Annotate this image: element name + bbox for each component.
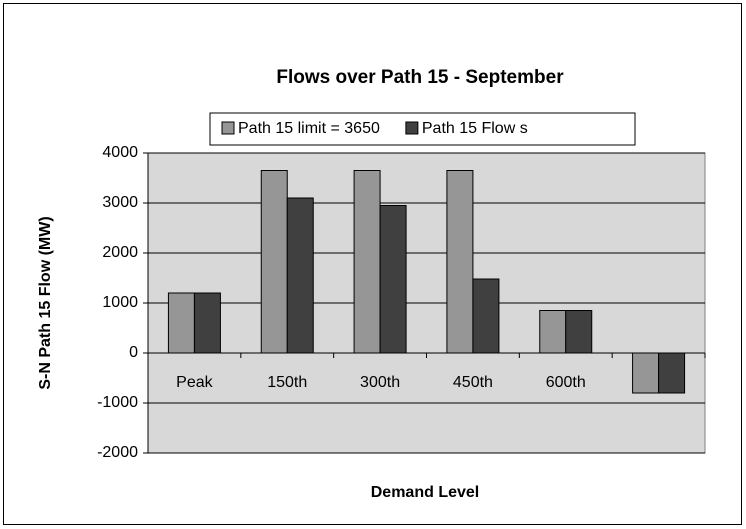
x-tick-label: 300th xyxy=(360,374,400,391)
y-tick-label: -2000 xyxy=(97,444,138,461)
y-tick-label: 2000 xyxy=(102,244,138,261)
bar xyxy=(565,310,593,354)
y-tick-label: 0 xyxy=(129,344,138,361)
bar xyxy=(446,170,474,354)
x-tick-label: 600th xyxy=(546,374,586,391)
y-tick-label: 3000 xyxy=(102,194,138,211)
bar xyxy=(632,352,660,394)
legend-swatch xyxy=(221,121,235,135)
bar xyxy=(353,170,381,354)
bar xyxy=(286,197,314,354)
legend-swatch xyxy=(405,121,419,135)
y-tick-label: 4000 xyxy=(102,144,138,161)
x-tick-label: 150th xyxy=(267,374,307,391)
bar xyxy=(539,310,567,354)
bar xyxy=(260,170,288,354)
legend-label: Path 15 Flow s xyxy=(422,120,528,137)
bar xyxy=(379,205,407,354)
bar xyxy=(472,278,500,354)
x-axis-title: Demand Level xyxy=(371,484,479,501)
y-tick-label: -1000 xyxy=(97,394,138,411)
bar xyxy=(167,292,195,354)
legend-box xyxy=(209,112,636,146)
x-tick-label: 450th xyxy=(453,374,493,391)
chart-title: Flows over Path 15 - September xyxy=(276,67,564,88)
y-tick-label: 1000 xyxy=(102,294,138,311)
y-axis-title: S-N Path 15 Flow (MW) xyxy=(37,216,54,389)
legend-label: Path 15 limit = 3650 xyxy=(238,120,380,137)
x-tick-label: Peak xyxy=(176,374,213,391)
bar xyxy=(193,292,221,354)
bar xyxy=(658,352,686,394)
